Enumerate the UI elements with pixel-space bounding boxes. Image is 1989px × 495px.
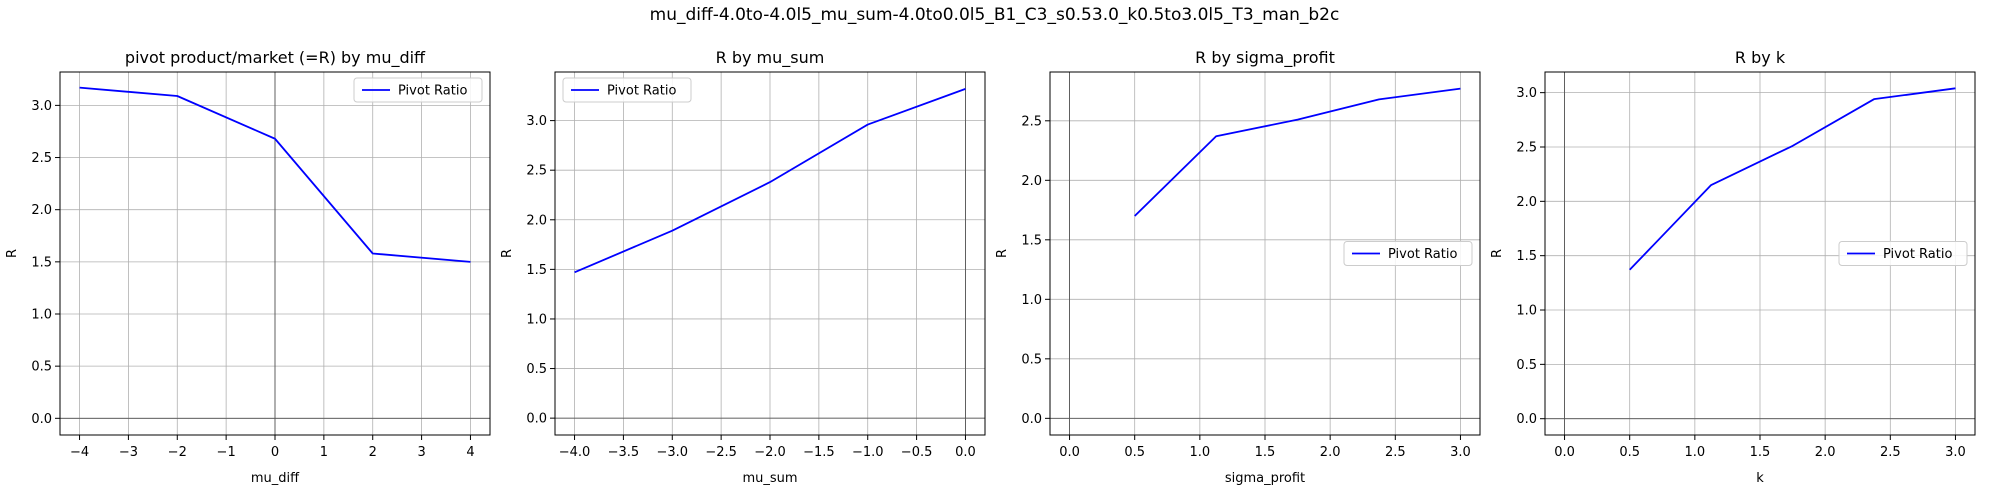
series-line bbox=[1134, 87, 1461, 217]
legend-label: Pivot Ratio bbox=[398, 84, 467, 99]
y-tick-label: 0.0 bbox=[31, 412, 52, 427]
x-tick-label: 1.5 bbox=[1750, 445, 1771, 460]
y-tick-label: 3.0 bbox=[31, 99, 52, 114]
y-tick-label: 1.0 bbox=[1021, 293, 1042, 308]
legend: Pivot Ratio bbox=[1343, 241, 1473, 266]
series-line bbox=[1629, 87, 1956, 271]
x-tick-label: −4 bbox=[70, 445, 89, 460]
x-tick-label: 0.5 bbox=[1124, 445, 1145, 460]
series-line bbox=[79, 86, 471, 263]
subplot-1: −4 −3 −2 −1 0 1 2 3 4 0.0 0.5 1.0 1.5 2.0 2.5 3.0 pivot … bbox=[5, 48, 491, 486]
x-tick-label: −2.5 bbox=[705, 445, 737, 460]
y-tick-label: 2.0 bbox=[31, 203, 52, 218]
x-tick-label: 0 bbox=[271, 445, 279, 460]
y-tick-label: 0.0 bbox=[526, 412, 547, 427]
legend: Pivot Ratio bbox=[1838, 241, 1968, 266]
x-tick-label: −3.0 bbox=[656, 445, 688, 460]
subplot-title: R by sigma_profit bbox=[1195, 48, 1335, 68]
legend: Pivot Ratio bbox=[353, 77, 483, 103]
x-tick-label: 1.0 bbox=[1685, 445, 1706, 460]
x-tick-label: 3.0 bbox=[1450, 445, 1471, 460]
y-tick-label: 2.0 bbox=[1516, 195, 1537, 210]
subplot-title: R by k bbox=[1735, 48, 1786, 67]
x-tick-label: 2 bbox=[369, 445, 377, 460]
x-tick-label: −3 bbox=[119, 445, 138, 460]
x-tick-label: 2.0 bbox=[1815, 445, 1836, 460]
y-tick-label: 0.5 bbox=[31, 360, 52, 375]
subplot-3: 0.0 0.5 1.0 1.5 2.0 2.5 3.0 0.0 0.5 1.0 1.5 2.0 2.5 R… bbox=[995, 48, 1481, 486]
legend-label: Pivot Ratio bbox=[1388, 247, 1457, 262]
y-tick-label: 0.5 bbox=[526, 362, 547, 377]
y-tick-label: 3.0 bbox=[526, 114, 547, 129]
x-tick-label: −3.5 bbox=[608, 445, 640, 460]
y-tick-label: 0.0 bbox=[1021, 412, 1042, 427]
x-tick-label: 0.0 bbox=[955, 445, 976, 460]
y-tick-label: 2.5 bbox=[31, 151, 52, 166]
x-tick-label: −1 bbox=[217, 445, 236, 460]
legend: Pivot Ratio bbox=[562, 77, 692, 103]
x-tick-label: −1.0 bbox=[852, 445, 884, 460]
y-tick-label: 1.5 bbox=[1021, 233, 1042, 248]
x-tick-label: 3 bbox=[417, 445, 425, 460]
x-tick-label: 1.0 bbox=[1190, 445, 1211, 460]
x-axis-label: mu_diff bbox=[251, 471, 300, 486]
legend-box bbox=[1343, 241, 1473, 266]
legend-box bbox=[1838, 241, 1968, 266]
legend-box bbox=[353, 77, 483, 103]
legend-label: Pivot Ratio bbox=[1883, 247, 1952, 262]
x-tick-label: −1.5 bbox=[803, 445, 835, 460]
y-tick-label: 2.0 bbox=[526, 213, 547, 228]
y-tick-label: 0.0 bbox=[1516, 412, 1537, 427]
y-tick-label: 2.0 bbox=[1021, 174, 1042, 189]
legend-box bbox=[562, 77, 692, 103]
subplot-title: pivot product/market (=R) by mu_diff bbox=[125, 48, 426, 68]
x-tick-label: −0.5 bbox=[901, 445, 933, 460]
x-tick-label: 0.5 bbox=[1619, 445, 1640, 460]
y-tick-label: 2.5 bbox=[526, 164, 547, 179]
x-tick-label: 4 bbox=[466, 445, 474, 460]
x-tick-label: 3.0 bbox=[1945, 445, 1966, 460]
x-tick-label: 2.5 bbox=[1385, 445, 1406, 460]
y-tick-label: 3.0 bbox=[1516, 86, 1537, 101]
x-axis-label: sigma_profit bbox=[1225, 471, 1305, 486]
y-axis-label: R bbox=[5, 249, 20, 258]
x-tick-label: −2.0 bbox=[754, 445, 786, 460]
y-tick-label: 2.5 bbox=[1516, 140, 1537, 155]
x-tick-label: 2.0 bbox=[1320, 445, 1341, 460]
y-tick-label: 1.0 bbox=[31, 308, 52, 323]
x-tick-label: 1.5 bbox=[1255, 445, 1276, 460]
x-axis-label: mu_sum bbox=[742, 471, 797, 486]
subplot-title: R by mu_sum bbox=[716, 48, 825, 68]
x-tick-label: 2.5 bbox=[1880, 445, 1901, 460]
y-tick-label: 1.5 bbox=[1516, 249, 1537, 264]
x-tick-label: −4.0 bbox=[559, 445, 591, 460]
legend-label: Pivot Ratio bbox=[607, 84, 676, 99]
figure-suptitle: mu_diff-4.0to-4.0l5_mu_sum-4.0to0.0l5_B1… bbox=[649, 5, 1340, 25]
x-tick-label: −2 bbox=[168, 445, 187, 460]
y-axis-label: R bbox=[995, 249, 1010, 258]
y-tick-label: 0.5 bbox=[1021, 352, 1042, 367]
x-axis-label: k bbox=[1756, 471, 1764, 486]
subplot-2: −4.0 −3.5 −3.0 −2.5 −2.0 −1.5 −1.0 −0.5 0.0 0.0 0.… bbox=[500, 48, 986, 486]
y-tick-label: 1.0 bbox=[526, 312, 547, 327]
y-tick-label: 1.5 bbox=[31, 255, 52, 270]
y-tick-label: 2.5 bbox=[1021, 114, 1042, 129]
x-tick-label: 0.0 bbox=[1059, 445, 1080, 460]
y-axis-label: R bbox=[1490, 249, 1505, 258]
y-tick-label: 1.0 bbox=[1516, 304, 1537, 319]
y-axis-label: R bbox=[500, 249, 515, 258]
x-tick-label: 1 bbox=[320, 445, 328, 460]
y-tick-label: 1.5 bbox=[526, 263, 547, 278]
x-tick-label: 0.0 bbox=[1554, 445, 1575, 460]
series-line bbox=[574, 88, 966, 274]
subplot-4: 0.0 0.5 1.0 1.5 2.0 2.5 3.0 0.0 0.5 1.0 1.5 2.0 2.5 3… bbox=[1490, 48, 1976, 486]
y-tick-label: 0.5 bbox=[1516, 358, 1537, 373]
